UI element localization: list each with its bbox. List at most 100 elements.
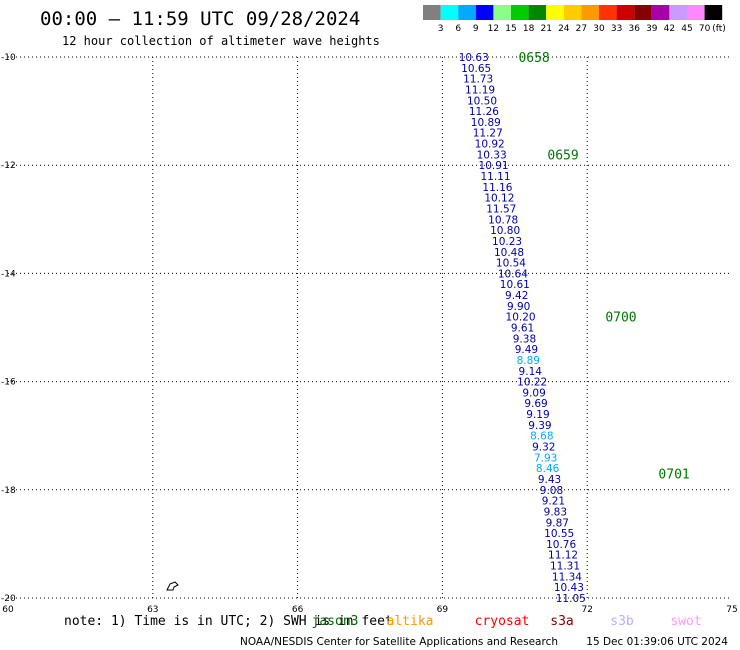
point-value: 10.23 [492, 236, 522, 248]
legend-unit: (ft) [712, 24, 726, 34]
point-value: 9.39 [528, 420, 551, 432]
legend-swatch [687, 5, 705, 20]
point-value: 9.14 [519, 366, 543, 378]
point-value: 10.12 [484, 193, 514, 205]
legend-label: 9 [473, 24, 479, 34]
point-value: 11.16 [482, 182, 512, 194]
legend-label: 18 [523, 24, 535, 34]
point-value: 8.89 [517, 355, 540, 367]
point-value: 7.93 [534, 452, 557, 464]
time-labels: 0658 0659 0700 0701 [518, 51, 689, 483]
y-tick-label: -20 [1, 594, 16, 604]
grid-lines [8, 56, 732, 599]
legend-swatch [440, 5, 459, 20]
point-value: 10.55 [544, 528, 574, 540]
legend-swatch [458, 5, 476, 20]
legend-swatch [546, 5, 564, 20]
point-value: 9.61 [511, 323, 534, 335]
legend-label: 45 [681, 24, 692, 34]
point-value: 9.32 [532, 442, 555, 454]
point-value: 10.48 [494, 247, 524, 259]
point-value: 9.19 [526, 409, 549, 421]
point-value: 11.27 [473, 128, 503, 140]
point-value: 11.11 [480, 171, 510, 183]
time-label: 0658 [518, 51, 549, 66]
color-legend: 3 6 9 12 15 18 21 24 27 30 33 36 39 42 45 70 (ft) [423, 5, 726, 34]
point-value: 11.19 [465, 84, 495, 96]
legend-label: 24 [558, 24, 570, 34]
satellite-swot: swot [670, 614, 701, 629]
island-shape [166, 581, 179, 591]
point-value: 9.69 [524, 398, 547, 410]
legend-swatch [475, 5, 494, 20]
x-tick-label: 69 [437, 605, 449, 615]
point-value: 11.05 [556, 593, 586, 605]
legend-swatch [423, 5, 441, 20]
point-value: 11.34 [552, 571, 582, 583]
wave-height-points: 10.6310.6511.7311.1910.5011.2610.8911.27… [459, 52, 586, 605]
y-tick-label: -14 [1, 269, 16, 279]
point-value: 10.33 [477, 149, 507, 161]
point-value: 10.61 [500, 279, 530, 291]
point-value: 9.90 [507, 301, 530, 313]
point-value: 10.78 [488, 214, 518, 226]
footer-credit: NOAA/NESDIS Center for Satellite Applica… [240, 636, 558, 648]
point-value: 10.64 [498, 268, 528, 280]
legend-label: 33 [611, 24, 622, 34]
satellite-altika: altika [387, 614, 434, 629]
x-tick-label: 63 [147, 605, 158, 615]
point-value: 9.09 [522, 387, 545, 399]
time-label: 0659 [547, 148, 578, 163]
legend-swatch [669, 5, 687, 20]
legend-label: 30 [593, 24, 605, 34]
satellite-legend: jason3 altika cryosat s3a s3b swot [312, 614, 702, 629]
legend-swatch [528, 5, 547, 20]
time-label: 0701 [658, 468, 689, 483]
legend-label: 70 [699, 24, 711, 34]
point-value: 10.50 [467, 95, 497, 107]
point-value: 10.63 [459, 52, 489, 64]
legend-label: 6 [455, 24, 461, 34]
satellite-jason3: jason3 [312, 614, 359, 629]
point-value: 9.21 [542, 496, 565, 508]
point-value: 10.54 [496, 258, 526, 270]
legend-label: 36 [628, 24, 640, 34]
point-value: 10.80 [490, 225, 520, 237]
chart-title: 00:00 – 11:59 UTC 09/28/2024 [40, 8, 360, 30]
chart-subtitle: 12 hour collection of altimeter wave hei… [62, 34, 380, 48]
y-tick-label: -16 [1, 378, 16, 388]
point-value: 11.57 [486, 203, 516, 215]
x-tick-label: 75 [726, 605, 737, 615]
point-value: 9.87 [546, 517, 569, 529]
footer-timestamp: 15 Dec 01:39:06 UTC 2024 [586, 636, 728, 648]
point-value: 11.31 [550, 561, 580, 573]
legend-swatch [634, 5, 652, 20]
legend-swatch [704, 5, 723, 20]
note-text: note: 1) Time is in UTC; 2) SWH is in fe… [64, 614, 393, 629]
point-value: 9.42 [505, 290, 528, 302]
point-value: 9.49 [515, 344, 538, 356]
point-value: 9.38 [513, 333, 536, 345]
point-value: 10.89 [471, 117, 501, 129]
legend-label: 3 [438, 24, 444, 34]
point-value: 10.65 [461, 63, 491, 75]
satellite-s3a: s3a [550, 614, 573, 629]
point-value: 10.91 [479, 160, 509, 172]
legend-label: 12 [488, 24, 499, 34]
legend-label: 27 [576, 24, 587, 34]
point-value: 10.20 [506, 312, 536, 324]
time-label: 0700 [605, 311, 636, 326]
legend-label: 15 [505, 24, 516, 34]
point-value: 9.83 [544, 506, 567, 518]
point-value: 10.43 [554, 582, 584, 594]
x-tick-label: 72 [581, 605, 592, 615]
x-tick-label: 66 [292, 605, 304, 615]
point-value: 8.68 [530, 431, 553, 443]
legend-label: 39 [646, 24, 658, 34]
point-value: 10.92 [475, 139, 505, 151]
point-value: 9.08 [540, 485, 563, 497]
satellite-s3b: s3b [610, 614, 634, 629]
point-value: 11.26 [469, 106, 499, 118]
